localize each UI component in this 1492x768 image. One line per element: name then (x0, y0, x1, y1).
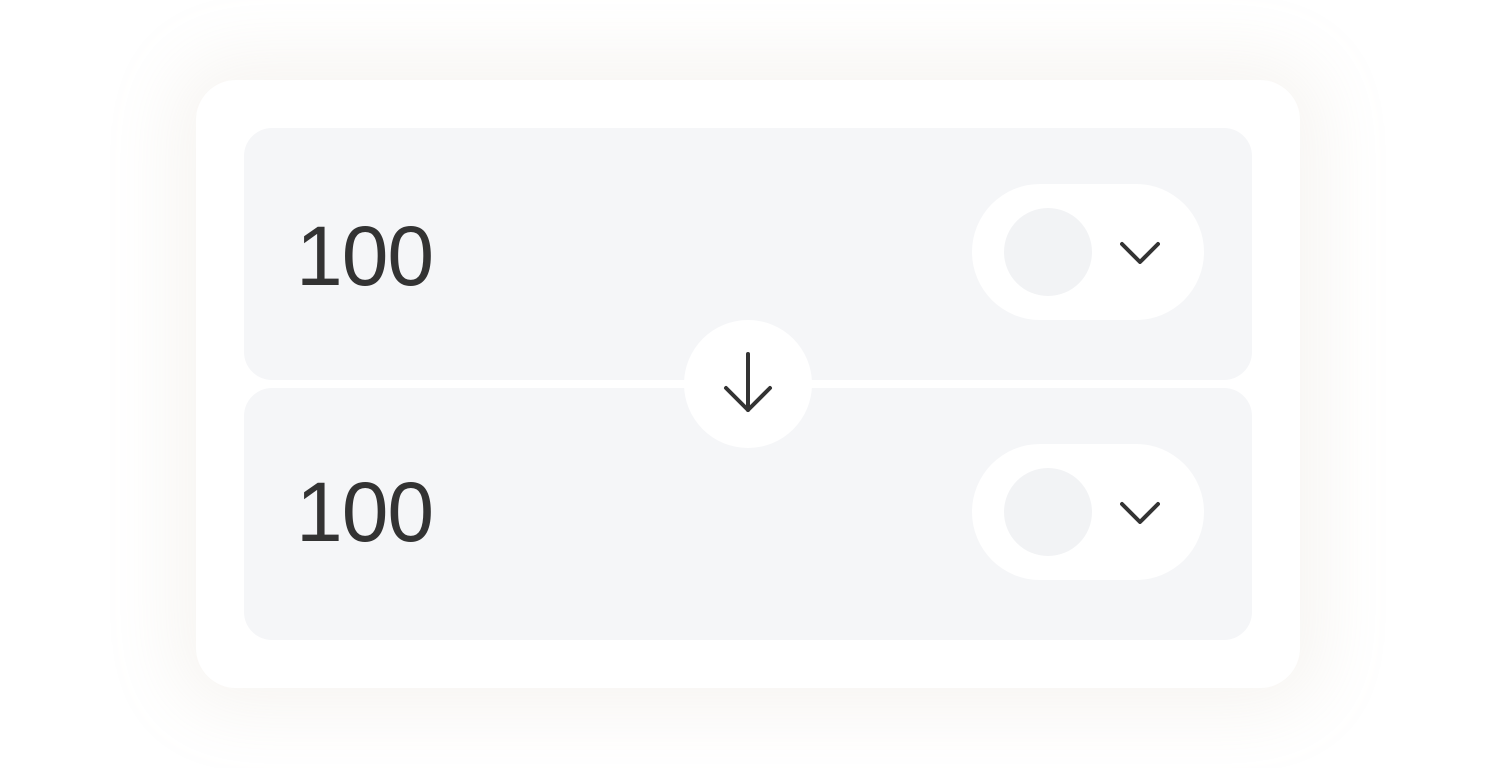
from-token-selector[interactable] (972, 184, 1204, 320)
chevron-down-icon (1120, 242, 1160, 264)
chevron-down-icon (1120, 502, 1160, 524)
swap-direction-button[interactable] (684, 320, 812, 448)
from-token-icon (1004, 208, 1092, 296)
arrow-down-icon (724, 352, 772, 412)
to-token-icon (1004, 468, 1092, 556)
to-amount-input[interactable]: 100 (296, 465, 434, 559)
to-token-selector[interactable] (972, 444, 1204, 580)
swap-card: 100 100 (196, 80, 1300, 688)
from-amount-input[interactable]: 100 (296, 209, 434, 303)
to-panel: 100 (244, 388, 1252, 640)
